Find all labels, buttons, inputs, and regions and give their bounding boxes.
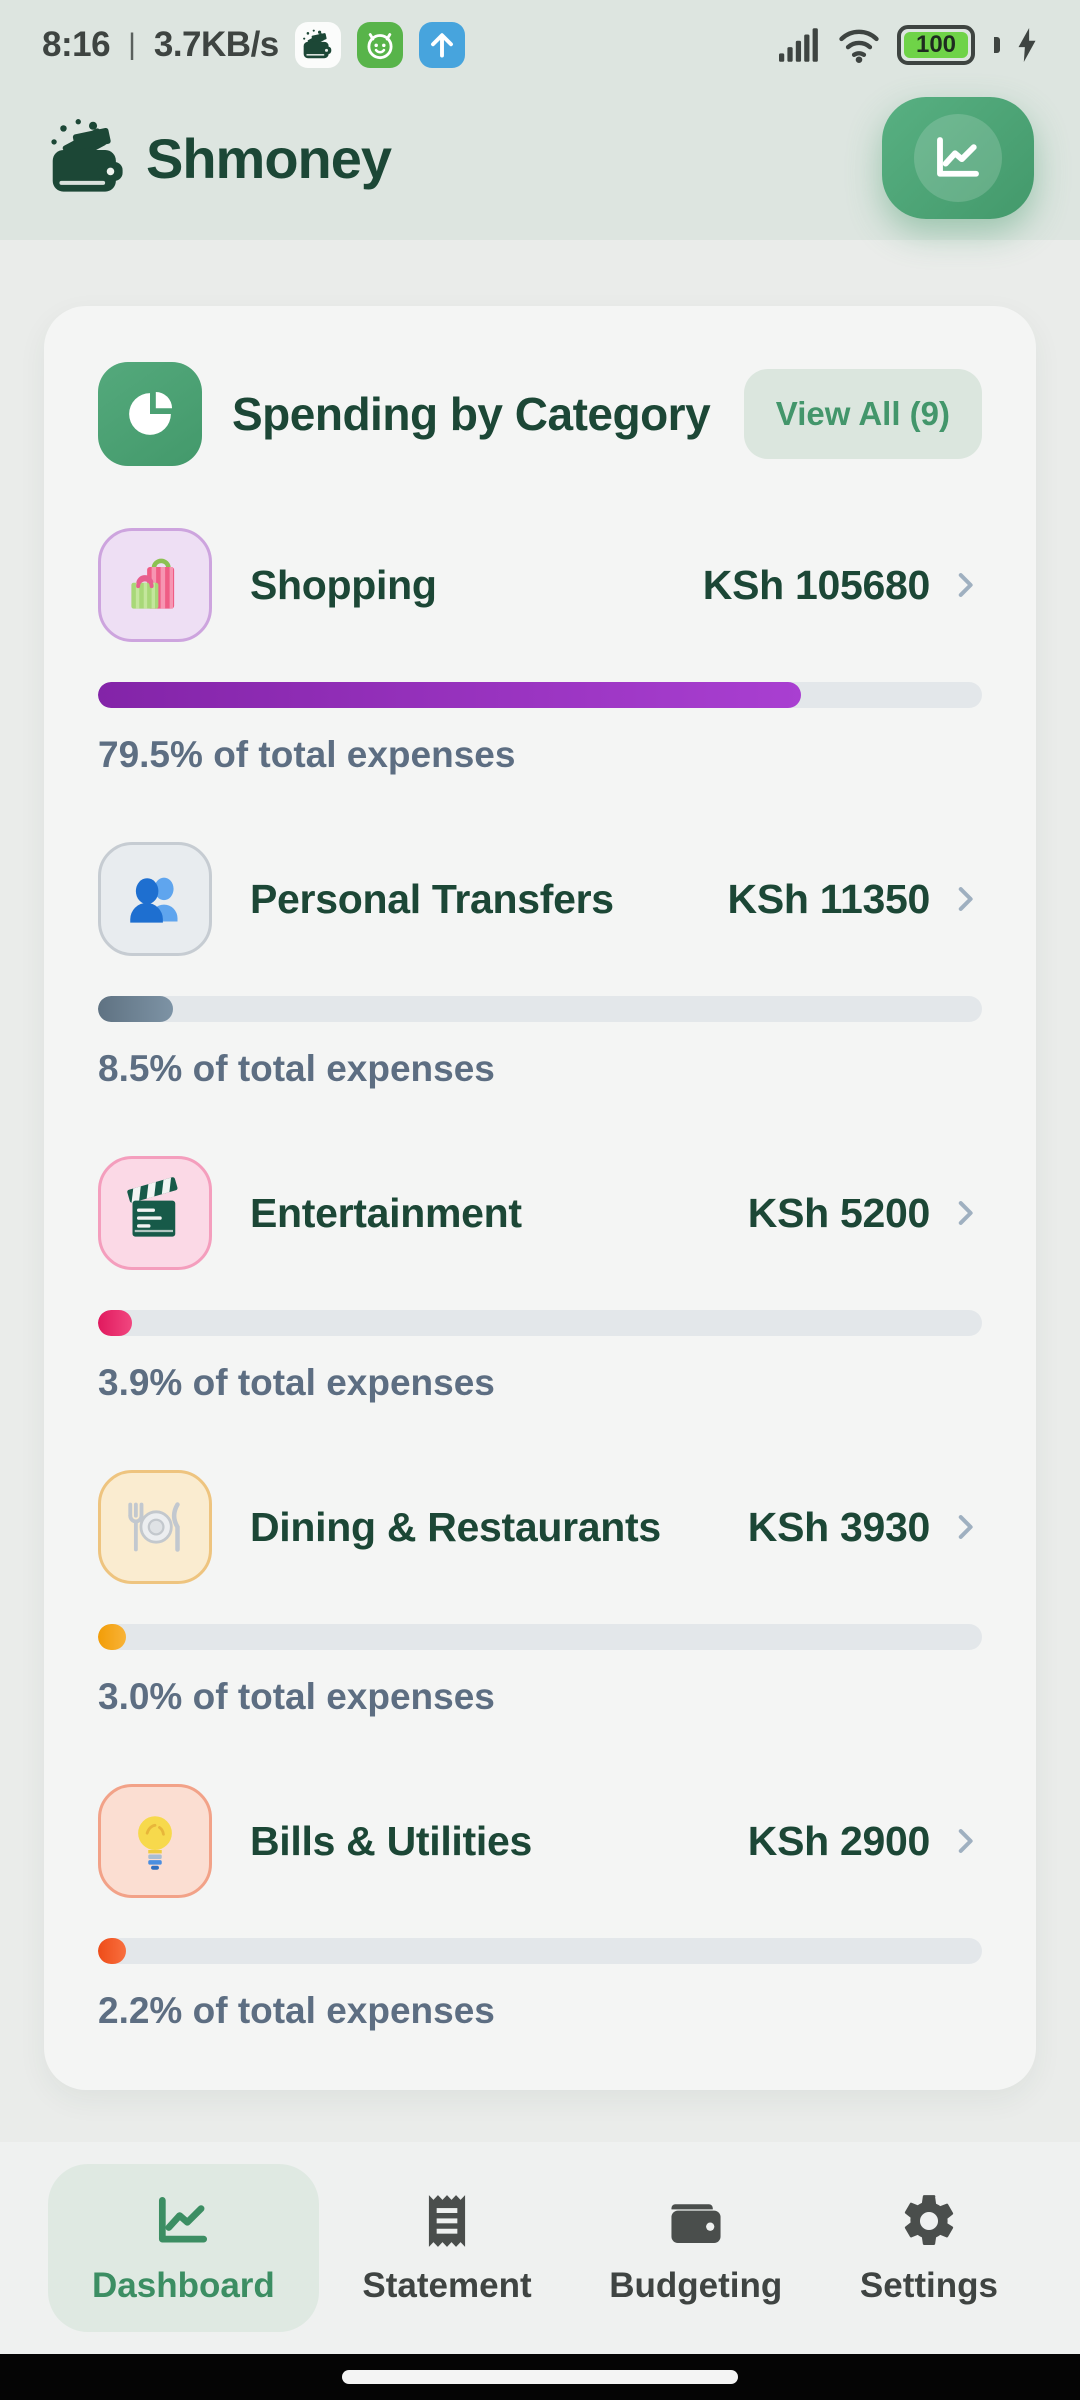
category-amount: KSh 105680: [702, 561, 931, 608]
category-row-shopping[interactable]: Shopping KSh 105680 79.5% of total expen…: [98, 528, 982, 776]
nav-label: Statement: [362, 2266, 532, 2305]
progress-fill: [98, 1938, 126, 1964]
category-name: Personal Transfers: [250, 875, 614, 922]
nav-label: Dashboard: [92, 2266, 275, 2305]
card-title: Spending by Category: [232, 388, 711, 440]
progress-track: [98, 996, 982, 1022]
bulb-icon: [119, 1805, 191, 1877]
nav-item-dashboard[interactable]: Dashboard: [48, 2164, 319, 2332]
clock-text: 8:16: [42, 25, 111, 64]
nav-label: Budgeting: [609, 2266, 783, 2305]
category-amount: KSh 3930: [747, 1503, 931, 1550]
category-icon-tile: [98, 528, 212, 642]
category-row-head: Entertainment KSh 5200: [98, 1156, 982, 1270]
brand: Shmoney: [46, 115, 392, 201]
category-row-head: Personal Transfers KSh 11350: [98, 842, 982, 956]
view-all-button[interactable]: View All (9): [743, 369, 982, 459]
home-indicator[interactable]: [342, 2370, 738, 2384]
chart-line-icon: [152, 2190, 214, 2252]
chevron-right-icon: [948, 568, 982, 602]
analytics-button-halo: [914, 114, 1002, 202]
category-percent-label: 3.9% of total expenses: [98, 1362, 495, 1403]
nav-item-statement[interactable]: Statement: [328, 2166, 565, 2330]
status-separator: |: [128, 28, 136, 61]
category-percent-label: 3.0% of total expenses: [98, 1676, 495, 1717]
progress-track: [98, 1624, 982, 1650]
people-icon: [119, 863, 191, 935]
nav-item-settings[interactable]: Settings: [826, 2166, 1032, 2330]
app-header: Shmoney: [0, 90, 1080, 240]
battery-nub: [994, 37, 1000, 53]
category-list: Shopping KSh 105680 79.5% of total expen…: [98, 528, 982, 2032]
chevron-right-icon: [948, 882, 982, 916]
chevron-right-icon: [948, 1196, 982, 1230]
dining-icon: [119, 1491, 191, 1563]
category-percent-label: 79.5% of total expenses: [98, 734, 516, 775]
battery-level: 100: [915, 31, 957, 58]
category-name: Shopping: [250, 561, 437, 608]
clapperboard-icon: [119, 1177, 191, 1249]
category-percent-label: 2.2% of total expenses: [98, 1990, 495, 2031]
charging-bolt-icon: [1016, 28, 1038, 62]
category-row-head: Shopping KSh 105680: [98, 528, 982, 642]
category-amount: KSh 11350: [727, 875, 931, 922]
category-percent-label: 8.5% of total expenses: [98, 1048, 495, 1089]
category-name: Dining & Restaurants: [250, 1503, 661, 1550]
nav-label: Settings: [859, 2266, 998, 2305]
network-speed-text: 3.7KB/s: [153, 25, 279, 64]
category-name: Entertainment: [250, 1189, 522, 1236]
progress-fill: [98, 1624, 126, 1650]
category-name: Bills & Utilities: [250, 1817, 532, 1864]
category-icon-tile: [98, 1784, 212, 1898]
progress-fill: [98, 996, 174, 1022]
category-row-head: Bills & Utilities KSh 2900: [98, 1784, 982, 1898]
bot-notification-icon: [356, 22, 403, 68]
home-bar: [0, 2354, 1080, 2400]
signal-icon: [779, 28, 821, 62]
chevron-right-icon: [948, 1510, 982, 1544]
category-icon-tile: [98, 1470, 212, 1584]
category-row-personal-transfers[interactable]: Personal Transfers KSh 11350 8.5% of tot…: [98, 842, 982, 1090]
chevron-right-icon: [948, 1824, 982, 1858]
progress-track: [98, 1938, 982, 1964]
battery-icon: 100: [897, 25, 975, 65]
category-row-entertainment[interactable]: Entertainment KSh 5200 3.9% of total exp…: [98, 1156, 982, 1404]
category-row-head: Dining & Restaurants KSh 3930: [98, 1470, 982, 1584]
progress-fill: [98, 682, 801, 708]
progress-track: [98, 682, 982, 708]
progress-track: [98, 1310, 982, 1336]
card-header: Spending by Category View All (9): [98, 362, 982, 466]
wallet-logo-icon: [46, 115, 132, 201]
gear-icon: [898, 2190, 960, 2252]
category-row-bills-utilities[interactable]: Bills & Utilities KSh 2900 2.2% of total…: [98, 1784, 982, 2032]
main-content: Spending by Category View All (9) Shoppi…: [0, 240, 1080, 2142]
receipt-icon: [416, 2190, 478, 2252]
pie-chart-icon: [121, 385, 179, 443]
upload-notification-icon: [418, 22, 465, 68]
category-amount: KSh 2900: [747, 1817, 931, 1864]
category-amount: KSh 5200: [747, 1189, 931, 1236]
progress-fill: [98, 1310, 133, 1336]
category-icon-tile: [98, 842, 212, 956]
chart-line-icon: [931, 131, 985, 185]
bottom-nav: Dashboard Statement Budgeting Settings: [0, 2142, 1080, 2354]
category-icon-tile: [98, 1156, 212, 1270]
app-title: Shmoney: [146, 126, 392, 190]
spending-card: Spending by Category View All (9) Shoppi…: [44, 306, 1036, 2090]
category-row-dining-restaurants[interactable]: Dining & Restaurants KSh 3930 3.0% of to…: [98, 1470, 982, 1718]
wifi-icon: [837, 28, 881, 63]
analytics-button[interactable]: [882, 97, 1034, 219]
shmoney-notification-icon: [294, 22, 341, 68]
pie-tile: [98, 362, 202, 466]
nav-item-budgeting[interactable]: Budgeting: [575, 2166, 816, 2330]
wallet-icon: [665, 2190, 727, 2252]
shopping-bags-icon: [119, 549, 191, 621]
status-bar: 8:16 | 3.7KB/s 100: [0, 0, 1080, 90]
